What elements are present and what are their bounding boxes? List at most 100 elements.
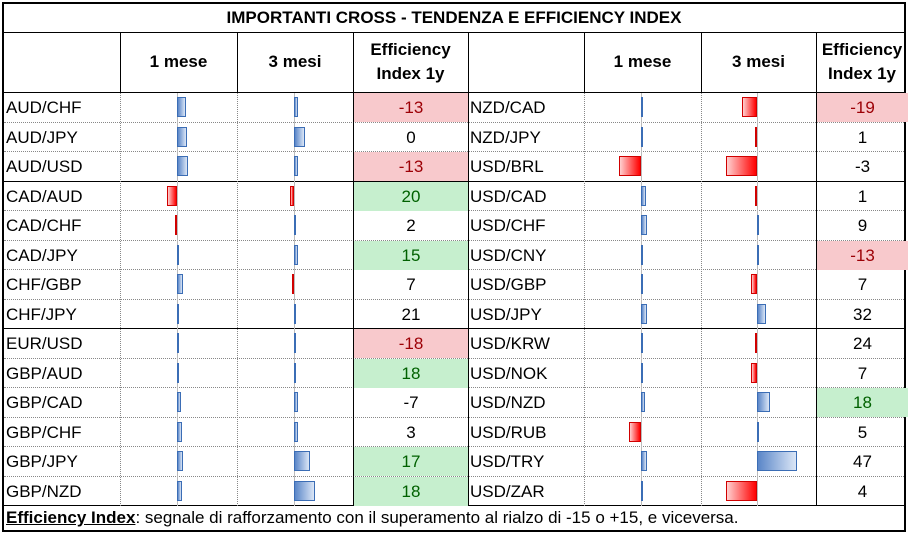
- pair-label: USD/ZAR: [470, 482, 545, 501]
- trend-bar-3-mesi: [294, 481, 315, 501]
- pair-label: USD/CAD: [470, 187, 547, 206]
- trend-bar-3-mesi: [751, 274, 757, 294]
- header-divider: [4, 92, 904, 93]
- trend-bar-1-mese: [618, 156, 641, 176]
- pair-label: CAD/CHF: [6, 216, 82, 235]
- header-3-mesi-text: 3 mesi: [732, 52, 785, 71]
- trend-bar-1-mese: [628, 422, 641, 442]
- footer-label: Efficiency Index: [6, 508, 136, 527]
- trend-bar-3-mesi: [755, 333, 757, 353]
- trend-bar-1-mese: [641, 97, 643, 117]
- header-efficiency-index-text: Efficiency: [821, 40, 903, 59]
- trend-bar-3-mesi: [757, 304, 766, 324]
- trend-bar-3-mesi: [294, 215, 296, 235]
- pair-label: GBP/AUD: [6, 364, 83, 383]
- trend-bar-1-mese: [641, 451, 647, 471]
- efficiency-value: -13: [354, 152, 468, 181]
- header-col-divider: [701, 32, 702, 93]
- header-col-divider: [237, 32, 238, 93]
- trend-bar-1-mese: [641, 304, 647, 324]
- trend-bar-3-mesi: [726, 481, 757, 501]
- header-efficiency-index-right: Efficiency Index 1y: [816, 32, 908, 92]
- title-divider: [4, 32, 904, 33]
- header-col-divider: [584, 32, 585, 93]
- trend-bar-1-mese: [177, 245, 179, 265]
- trend-bar-3-mesi: [294, 422, 298, 442]
- pair-label: GBP/NZD: [6, 482, 82, 501]
- efficiency-value: 2: [406, 216, 416, 235]
- trend-bar-3-mesi: [726, 156, 757, 176]
- col-divider-solid: [816, 93, 817, 506]
- header-col-divider: [120, 32, 121, 93]
- pair-label: GBP/JPY: [6, 452, 78, 471]
- trend-bar-1-mese: [177, 363, 179, 383]
- col-divider-solid: [468, 93, 469, 506]
- pair-label: USD/JPY: [470, 305, 542, 324]
- pair-label: USD/GBP: [470, 275, 547, 294]
- efficiency-value: 32: [853, 305, 872, 324]
- trend-bar-1-mese: [641, 333, 643, 353]
- header-efficiency-index-left: Efficiency Index 1y: [353, 32, 468, 92]
- trend-bar-3-mesi: [742, 97, 757, 117]
- trend-bar-3-mesi: [294, 363, 296, 383]
- efficiency-value: 9: [857, 216, 868, 235]
- trend-bar-1-mese: [177, 422, 182, 442]
- trend-bar-1-mese: [641, 245, 643, 265]
- col-divider: [120, 93, 121, 506]
- col-divider-solid: [353, 93, 354, 506]
- pair-label: CAD/AUD: [6, 187, 83, 206]
- efficiency-value: 18: [817, 388, 908, 417]
- trend-bar-1-mese: [177, 481, 182, 501]
- trend-bar-1-mese: [177, 97, 186, 117]
- efficiency-value: 5: [857, 423, 868, 442]
- row-divider: [4, 328, 904, 329]
- trend-bar-3-mesi: [292, 274, 294, 294]
- pair-label: CAD/JPY: [6, 246, 78, 265]
- trend-bar-1-mese: [641, 186, 646, 206]
- efficiency-value: 7: [857, 364, 868, 383]
- bar-axis: [757, 93, 758, 506]
- footer-text: : segnale di rafforzamento con il supera…: [135, 508, 739, 527]
- trend-bar-3-mesi: [294, 304, 296, 324]
- table-title: IMPORTANTI CROSS - TENDENZA E EFFICIENCY…: [226, 8, 682, 27]
- trend-bar-1-mese: [641, 215, 647, 235]
- efficiency-value: 15: [354, 241, 468, 270]
- trend-bar-1-mese: [177, 156, 188, 176]
- efficiency-value: 3: [406, 423, 416, 442]
- header-col-divider: [353, 32, 354, 93]
- trend-bar-3-mesi: [757, 392, 770, 412]
- efficiency-value: 18: [354, 477, 468, 506]
- bar-axis: [294, 93, 295, 506]
- pair-label: AUD/JPY: [6, 128, 78, 147]
- header-col-divider: [468, 32, 469, 93]
- efficiency-value: 18: [354, 359, 468, 388]
- pair-label: USD/TRY: [470, 452, 545, 471]
- efficiency-value: 20: [354, 182, 468, 211]
- footer-note: Efficiency Index: segnale di rafforzamen…: [6, 504, 738, 532]
- trend-bar-3-mesi: [751, 363, 757, 383]
- trend-bar-1-mese: [641, 481, 643, 501]
- trend-bar-1-mese: [177, 333, 179, 353]
- efficiency-value: -3: [854, 157, 871, 176]
- trend-bar-3-mesi: [755, 186, 757, 206]
- pair-label: AUD/USD: [6, 157, 83, 176]
- pair-label: CHF/GBP: [6, 275, 82, 294]
- trend-bar-3-mesi: [294, 245, 298, 265]
- efficiency-value: 4: [857, 482, 868, 501]
- trend-bar-3-mesi: [757, 245, 759, 265]
- trend-bar-3-mesi: [294, 127, 305, 147]
- trend-bar-3-mesi: [757, 422, 759, 442]
- pair-label: GBP/CHF: [6, 423, 82, 442]
- row-divider: [4, 122, 904, 123]
- bar-axis: [641, 93, 642, 506]
- header-1-mese-right: 1 mese: [584, 32, 701, 92]
- efficiency-value: -7: [403, 393, 419, 412]
- efficiency-value: 7: [406, 275, 416, 294]
- pair-label: USD/KRW: [470, 334, 550, 353]
- header-efficiency-index-text: Index 1y: [376, 64, 445, 83]
- trend-bar-3-mesi: [755, 127, 757, 147]
- pair-label: NZD/CAD: [470, 98, 546, 117]
- header-3-mesi-right: 3 mesi: [701, 32, 816, 92]
- efficiency-value: 17: [354, 447, 468, 476]
